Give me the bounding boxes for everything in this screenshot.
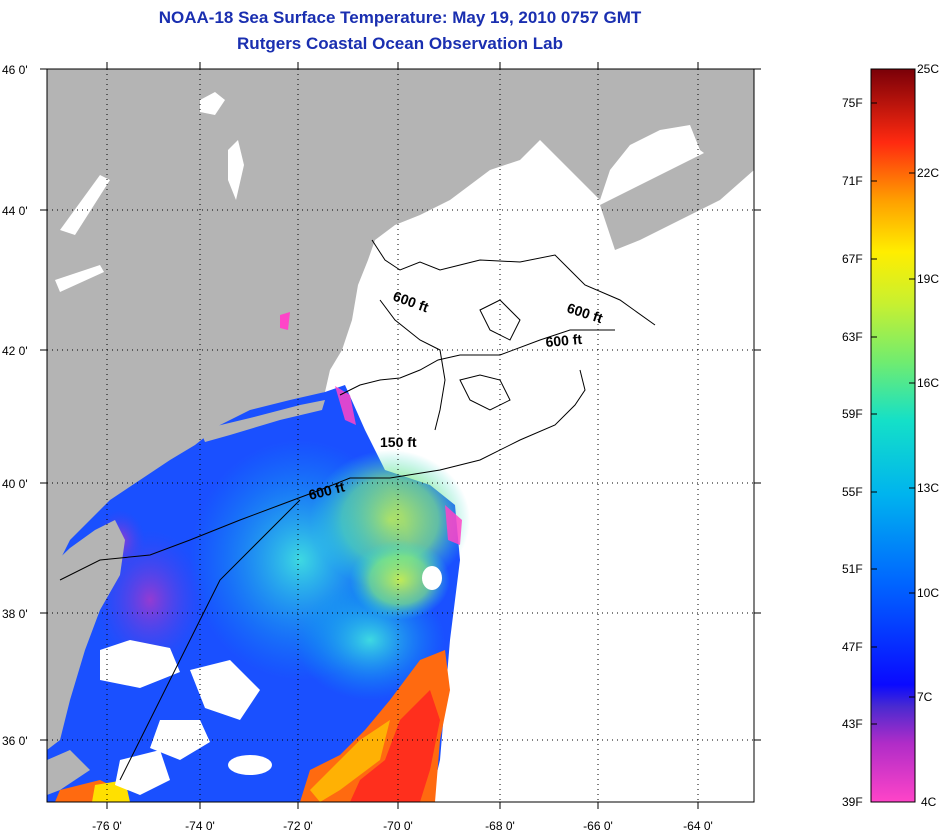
lake — [60, 175, 110, 235]
lat-label: 44 0' — [2, 204, 28, 218]
colorbar-c-label: 16C — [917, 376, 940, 390]
colorbar-c-label: 22C — [917, 166, 940, 180]
lake — [228, 140, 244, 200]
lon-label: -74 0' — [185, 819, 215, 833]
map-subtitle: Rutgers Coastal Ocean Observation Lab — [237, 34, 563, 53]
colorbar-f-label: 59F — [842, 407, 863, 421]
colorbar-f-label: 39F — [842, 795, 863, 809]
contour-label-150ft: 150 ft — [380, 434, 417, 450]
land-delmarva — [47, 520, 125, 750]
cloud-patch — [115, 750, 170, 795]
land-south — [47, 750, 90, 795]
colorbar-f-label: 67F — [842, 252, 863, 266]
lat-label: 46 0' — [2, 63, 28, 77]
colorbar-f-label: 51F — [842, 562, 863, 576]
graticule — [47, 69, 754, 802]
cloud-edge — [335, 386, 356, 425]
colorbar-c-label: 7C — [917, 690, 933, 704]
colorbar-c-label: 4C — [921, 795, 937, 809]
lake — [55, 265, 104, 292]
colorbar-c-label: 19C — [917, 272, 940, 286]
cloud-patch — [150, 720, 210, 760]
lat-label: 36 0' — [2, 734, 28, 748]
colorbar — [870, 68, 916, 803]
colorbar-c-label: 25C — [917, 62, 940, 76]
lon-label: -64 0' — [683, 819, 713, 833]
gulf-stream-core — [350, 690, 440, 802]
colorbar-f-label: 43F — [842, 717, 863, 731]
colorbar-ticks — [871, 102, 915, 725]
lat-label: 42 0' — [2, 344, 28, 358]
colorbar-f-label: 71F — [842, 174, 863, 188]
cloud-edge — [445, 505, 462, 545]
lake — [200, 92, 225, 115]
land-long-island — [200, 400, 325, 442]
warm-eddy — [350, 540, 450, 620]
colorbar-f-label: 75F — [842, 96, 863, 110]
lat-label: 38 0' — [2, 607, 28, 621]
colorbar-f-label: 63F — [842, 330, 863, 344]
lon-label: -72 0' — [283, 819, 313, 833]
lon-label: -76 0' — [92, 819, 122, 833]
cloud-patch — [190, 660, 260, 720]
lon-label: -70 0' — [383, 819, 413, 833]
colorbar-c-label: 13C — [917, 481, 940, 495]
land-nova-scotia — [600, 140, 754, 250]
colorbar-c-label: 10C — [917, 586, 940, 600]
tick-marks — [40, 62, 761, 809]
colorbar-f-label: 55F — [842, 485, 863, 499]
map-area: 600 ft 600 ft 600 ft 150 ft 600 ft — [47, 69, 754, 802]
lat-label: 40 0' — [2, 477, 28, 491]
cloud-patch — [228, 755, 272, 775]
map-title: NOAA-18 Sea Surface Temperature: May 19,… — [158, 8, 642, 27]
map-frame — [46, 68, 755, 803]
gulf-stream-edge — [310, 720, 390, 802]
lon-label: -66 0' — [583, 819, 613, 833]
inland-water-pixel — [280, 312, 290, 330]
lon-label: -68 0' — [485, 819, 515, 833]
contour-label-600ft: 600 ft — [545, 331, 583, 350]
cloud-patch — [422, 566, 442, 590]
cloud-patch — [100, 640, 180, 688]
colorbar-f-label: 47F — [842, 640, 863, 654]
land — [47, 69, 754, 570]
bathymetry-contours — [59, 239, 656, 781]
